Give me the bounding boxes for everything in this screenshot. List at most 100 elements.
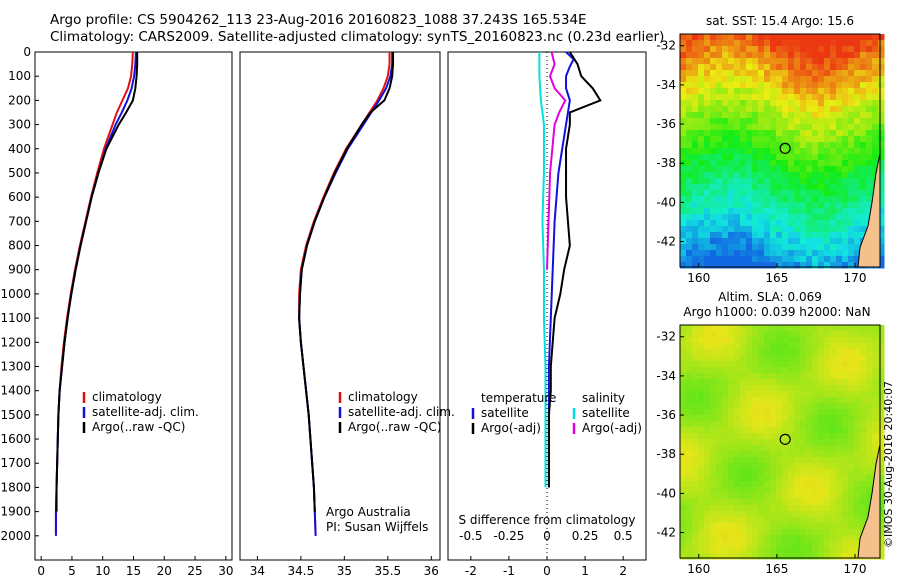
map-cell [812, 214, 819, 221]
map-cell [800, 40, 807, 47]
map-cell [830, 493, 837, 500]
map-cell [722, 190, 729, 197]
map-cell [692, 100, 699, 107]
map-cell [764, 124, 771, 131]
map-cell [758, 130, 765, 137]
map-cell [842, 256, 849, 263]
map-cell [686, 52, 693, 59]
map-cell [872, 397, 879, 404]
map-cell [848, 535, 855, 542]
map-cell [782, 349, 789, 356]
map-cell [764, 250, 771, 257]
map-cell [758, 397, 765, 404]
map-cell [848, 142, 855, 149]
map-cell [770, 367, 777, 374]
map-cell [758, 385, 765, 392]
map-cell [698, 421, 705, 428]
map-cell [818, 379, 825, 386]
map-cell [692, 106, 699, 113]
map-cell [692, 505, 699, 512]
sla-map-cells [680, 325, 885, 560]
map-cell [698, 148, 705, 155]
map-cell [752, 142, 759, 149]
map-cell [878, 409, 885, 416]
map-cell [830, 529, 837, 536]
map-cell [758, 379, 765, 386]
map-cell [878, 367, 885, 374]
map-cell [836, 130, 843, 137]
map-cell [710, 535, 717, 542]
map-cell [746, 373, 753, 380]
map-cell [692, 511, 699, 518]
map-cell [734, 214, 741, 221]
map-cell [872, 415, 879, 422]
map-cell [854, 505, 861, 512]
map-cell [734, 40, 741, 47]
map-cell [698, 337, 705, 344]
map-cell [836, 337, 843, 344]
map-cell [746, 355, 753, 362]
map-cell [806, 232, 813, 239]
map-cell [848, 214, 855, 221]
map-cell [854, 118, 861, 125]
map-cell [758, 244, 765, 251]
map-cell [740, 226, 747, 233]
map-cell [854, 34, 861, 41]
map-cell [836, 256, 843, 263]
map-cell [680, 361, 687, 368]
map-cell [794, 415, 801, 422]
map-cell [704, 337, 711, 344]
map-cell [776, 433, 783, 440]
map-cell [836, 70, 843, 77]
map-cell [782, 232, 789, 239]
map-cell [872, 124, 879, 131]
map-cell [860, 433, 867, 440]
map-cell [794, 136, 801, 143]
map-cell [794, 178, 801, 185]
map-cell [740, 190, 747, 197]
map-cell [704, 355, 711, 362]
map-cell [806, 391, 813, 398]
map-cell [824, 136, 831, 143]
map-cell [764, 385, 771, 392]
map-cell [806, 142, 813, 149]
map-cell [746, 58, 753, 65]
map-cell [758, 367, 765, 374]
map-cell [878, 256, 885, 263]
map-cell [794, 505, 801, 512]
map-cell [824, 325, 831, 332]
map-cell [686, 463, 693, 470]
map-cell [794, 541, 801, 548]
map-cell [764, 457, 771, 464]
map-cell [692, 52, 699, 59]
map-cell [824, 349, 831, 356]
map-cell [806, 136, 813, 143]
map-cell [710, 220, 717, 227]
map-cell [800, 415, 807, 422]
map-cell [830, 343, 837, 350]
map-cell [854, 244, 861, 251]
map-cell [758, 196, 765, 203]
map-cell [686, 493, 693, 500]
map-cell [716, 70, 723, 77]
map-cell [878, 427, 885, 434]
map-cell [722, 112, 729, 119]
map-cell [716, 409, 723, 416]
map-cell [704, 379, 711, 386]
map-cell [692, 343, 699, 350]
map-cell [716, 148, 723, 155]
map-cell [818, 100, 825, 107]
map-cell [878, 226, 885, 233]
map-cell [722, 415, 729, 422]
map-cell [680, 367, 687, 374]
map-cell [842, 493, 849, 500]
map-cell [758, 553, 765, 560]
map-cell [776, 457, 783, 464]
map-cell [830, 517, 837, 524]
map-cell [812, 403, 819, 410]
map-cell [782, 475, 789, 482]
map-cell [782, 439, 789, 446]
map-cell [746, 403, 753, 410]
map-cell [776, 553, 783, 560]
map-cell [716, 118, 723, 125]
